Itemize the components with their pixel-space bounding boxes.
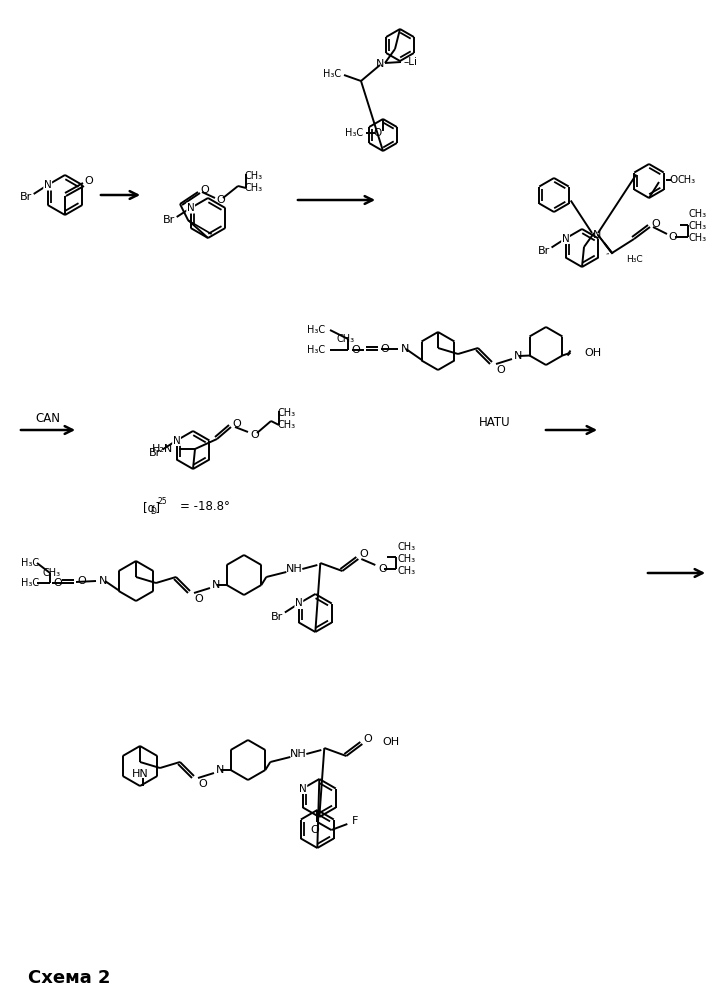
Text: CH₃: CH₃ [278,420,296,430]
Text: N: N [376,59,384,69]
Text: O: O [651,219,660,229]
Text: N: N [212,580,220,590]
Text: N: N [295,598,303,608]
Text: = -18.8°: = -18.8° [180,500,230,514]
Text: CH₃: CH₃ [398,554,416,564]
Text: O: O [216,195,225,205]
Text: N: N [592,230,601,240]
Text: O: O [497,365,505,375]
Text: O: O [310,825,319,835]
Text: H₃C: H₃C [21,558,39,568]
Text: CH₃: CH₃ [689,233,707,243]
Text: N: N [299,784,307,794]
Text: OH: OH [383,737,400,747]
Text: H₃C: H₃C [307,325,325,335]
Text: O: O [85,176,93,186]
Text: CH₃: CH₃ [678,175,696,185]
Text: O: O [363,734,372,744]
Text: OH: OH [585,348,602,358]
Text: O: O [251,430,260,440]
Text: CH₃: CH₃ [278,408,296,418]
Text: O: O [195,594,203,604]
Text: CH₃: CH₃ [245,183,263,193]
Text: O: O [670,175,678,185]
Text: Br: Br [19,192,32,202]
Text: O: O [78,576,86,586]
Text: H₃C: H₃C [626,254,643,263]
Text: N: N [173,436,180,446]
Text: O: O [54,578,63,588]
Text: N: N [216,765,224,775]
Text: Схема 2: Схема 2 [28,969,111,987]
Text: NH: NH [290,749,307,759]
Text: O: O [359,549,367,559]
Text: CH₃: CH₃ [398,566,416,576]
Text: N: N [562,233,569,243]
Text: O: O [198,779,207,789]
Text: H₂N: H₂N [152,444,173,454]
Text: O: O [201,185,209,195]
Text: O: O [378,564,387,574]
Text: H₃C: H₃C [323,69,341,79]
Text: Br: Br [148,448,160,458]
Text: CH₃: CH₃ [43,568,61,578]
Text: H₃C: H₃C [307,345,325,355]
Text: N: N [514,351,522,361]
Text: N: N [44,180,52,190]
Text: –Li: –Li [403,57,417,67]
Text: NH: NH [286,564,303,574]
Text: HN: HN [132,769,148,779]
Text: Br: Br [162,215,175,225]
Text: ’’: ’’ [606,252,610,258]
Text: Br: Br [537,246,549,256]
Text: CAN: CAN [35,412,60,424]
Text: CH₃: CH₃ [245,171,263,181]
Text: 25: 25 [157,497,167,506]
Text: O: O [380,344,390,354]
Text: [α]: [α] [143,502,160,514]
Text: O: O [352,345,360,355]
Text: O: O [669,232,677,242]
Text: CH₃: CH₃ [337,334,355,344]
Text: H₃C: H₃C [21,578,39,588]
Text: CH₃: CH₃ [689,209,707,219]
Text: CH₃: CH₃ [398,542,416,552]
Text: N: N [187,203,195,213]
Text: H₃C: H₃C [345,128,363,138]
Text: O: O [374,128,382,138]
Text: N: N [99,576,107,586]
Text: D: D [150,508,156,516]
Text: F: F [352,816,359,826]
Text: HATU: HATU [479,416,510,430]
Text: Br: Br [271,611,283,621]
Text: O: O [233,419,242,429]
Text: CH₃: CH₃ [689,221,707,231]
Text: N: N [400,344,409,354]
